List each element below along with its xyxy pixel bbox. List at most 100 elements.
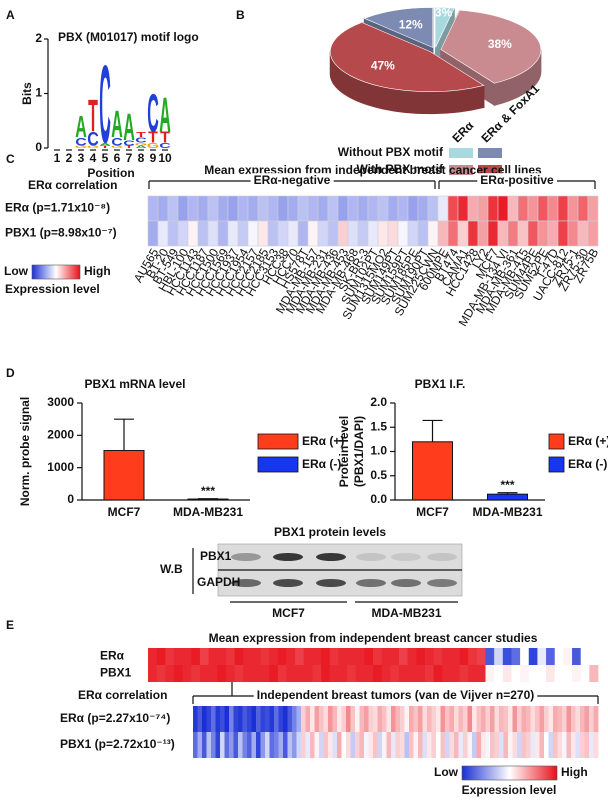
- heatmap-cell: [256, 732, 261, 758]
- chart-title: PBX (M01017) motif logo: [58, 30, 199, 44]
- heatmap-cell: [377, 732, 383, 758]
- heatmap-cell: [347, 648, 357, 665]
- heatmap-cell: [207, 195, 219, 222]
- heatmap-cell: [355, 706, 360, 732]
- heatmap-cell: [508, 706, 513, 732]
- heatmap-cell: [418, 732, 423, 758]
- heatmap-cell: [537, 195, 549, 222]
- heatmap-cell: [156, 648, 166, 665]
- heatmap-cell: [202, 732, 207, 758]
- heatmap-cell: [350, 732, 356, 758]
- heatmap-cell: [398, 648, 409, 665]
- row-label: PBX1: [100, 666, 132, 680]
- heatmap-cell: [269, 706, 275, 732]
- legend-label: ERα (-): [302, 457, 341, 471]
- heatmap-cell: [305, 732, 311, 758]
- row-label: ERα: [100, 649, 125, 663]
- heatmap-cell: [287, 195, 299, 222]
- x-tick-label: 8: [138, 151, 145, 165]
- logo-letter: T: [88, 92, 98, 143]
- heatmap-cell: [297, 220, 309, 247]
- heatmap-cell: [319, 706, 324, 732]
- logo-letter: G: [135, 142, 147, 146]
- heatmap-cell: [301, 706, 306, 732]
- heatmap-cell: [199, 648, 209, 665]
- y-axis-label: (PBX1/DAPI): [352, 416, 366, 487]
- heatmap-cell: [528, 665, 538, 682]
- heatmap-cell: [295, 665, 305, 682]
- heatmap-cell: [257, 195, 269, 222]
- heatmap-cell: [589, 706, 594, 732]
- heatmap-cell: [373, 665, 383, 682]
- heatmap-cell: [182, 648, 192, 665]
- x-tick-label: MDA-MB231: [173, 505, 243, 519]
- heatmap-cell: [321, 648, 331, 665]
- heatmap-cell: [417, 220, 429, 247]
- heatmap-cell: [476, 648, 486, 665]
- blot-band: [273, 579, 303, 587]
- heatmap-cell: [317, 220, 329, 247]
- heatmap-cell: [476, 665, 486, 682]
- heatmap-cell: [220, 732, 225, 758]
- heatmap-cell: [305, 706, 311, 732]
- heatmap-cell: [157, 195, 169, 222]
- heatmap-cell: [521, 732, 527, 758]
- y-axis-label: Bits: [20, 82, 34, 105]
- blot-band: [391, 579, 421, 587]
- heatmap-cell: [589, 648, 599, 665]
- heatmap-cell: [503, 732, 509, 758]
- heatmap-cell: [535, 732, 540, 758]
- heatmap-cell: [593, 732, 599, 758]
- heatmap-cell: [584, 732, 590, 758]
- y-tick-label: 0.0: [370, 492, 387, 506]
- heatmap-cell: [260, 648, 270, 665]
- heatmap-cell: [553, 706, 558, 732]
- heatmap-cell: [566, 706, 572, 732]
- heatmap-cell: [447, 220, 459, 247]
- heatmap-cell: [431, 706, 437, 732]
- heatmap-cell: [490, 732, 495, 758]
- heatmap-cell: [224, 732, 230, 758]
- heatmap-cell: [355, 648, 365, 665]
- heatmap-cell: [357, 195, 369, 222]
- heatmap-cell: [296, 706, 302, 732]
- heatmap-cell: [494, 732, 500, 758]
- heatmap-cell: [454, 706, 459, 732]
- heatmap-cell: [206, 732, 212, 758]
- heatmap-cell: [292, 732, 297, 758]
- heatmap-cell: [490, 706, 495, 732]
- heatmap-cell: [427, 706, 432, 732]
- legend-label: ERα (+): [302, 434, 344, 448]
- heatmap-cell: [398, 665, 409, 682]
- heatmap-cell: [499, 732, 504, 758]
- heatmap-cell: [589, 665, 599, 682]
- heatmap-cell: [502, 665, 512, 682]
- heatmap-cell: [437, 195, 449, 222]
- heatmap-cell: [454, 732, 459, 758]
- heatmap-cell: [314, 732, 320, 758]
- heatmap-cell: [355, 732, 360, 758]
- heatmap-cell: [580, 706, 585, 732]
- heatmap-cell: [580, 665, 590, 682]
- row-header: ERα correlation: [78, 688, 167, 702]
- x-tick-label: 6: [114, 151, 121, 165]
- heatmap-cell: [587, 195, 599, 222]
- heatmap-cell: [449, 732, 455, 758]
- logo-letter: C: [147, 84, 159, 144]
- heatmap-cell: [445, 706, 450, 732]
- heatmap-cell: [400, 706, 405, 732]
- heatmap-cell: [346, 732, 351, 758]
- y-tick-label: 2: [35, 31, 42, 45]
- heatmap-cell: [173, 648, 184, 665]
- heatmap-cell: [227, 220, 239, 247]
- heatmap-cell: [148, 648, 158, 665]
- heatmap-cell: [472, 732, 477, 758]
- heatmap-cell: [397, 220, 409, 247]
- blot-row-label: PBX1: [200, 549, 232, 563]
- blot-band: [356, 579, 386, 587]
- heatmap-cell: [364, 706, 369, 732]
- panel-label: B: [236, 8, 245, 22]
- blot-band: [427, 553, 457, 561]
- heatmap-cell: [303, 648, 313, 665]
- heatmap-cell: [277, 220, 289, 247]
